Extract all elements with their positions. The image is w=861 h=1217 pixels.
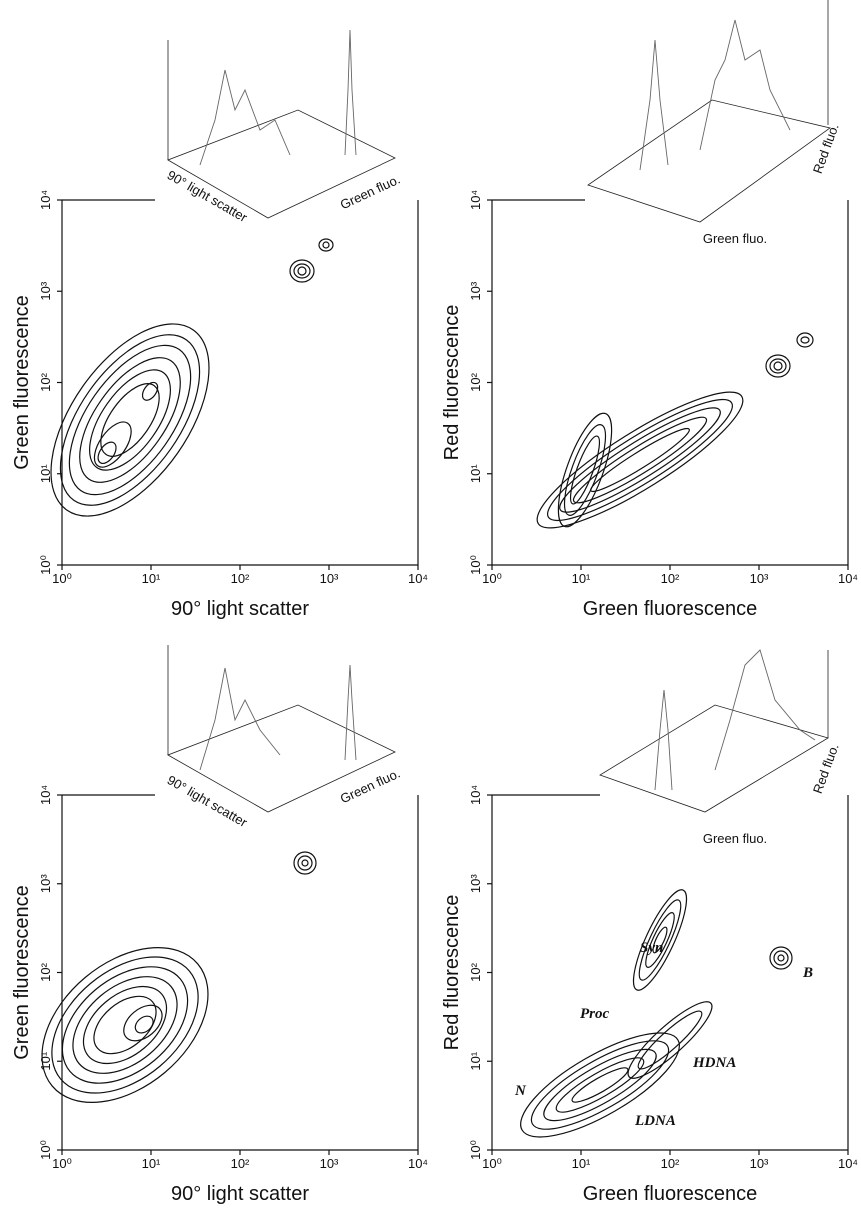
y-tick-label: 10⁰ (468, 555, 483, 575)
contours (41, 238, 814, 1138)
x-axis-label: Green fluorescence (583, 598, 758, 620)
x-axis-label: Green fluorescence (583, 1183, 758, 1205)
x-tick-label: 10⁰ (482, 571, 502, 586)
x-tick-label: 10⁰ (482, 1156, 502, 1171)
x-tick-label: 10³ (320, 571, 339, 586)
x-tick-label: 10⁴ (408, 1156, 428, 1171)
y-tick-label: 10¹ (468, 1051, 483, 1070)
y-tick-label: 10³ (468, 281, 483, 300)
x-tick-label: 10² (661, 571, 680, 586)
x-tick-label: 10² (661, 1156, 680, 1171)
y-tick-label: 10² (38, 372, 53, 391)
y-tick-label: 10⁰ (38, 555, 53, 575)
y-tick-label: 10¹ (38, 1051, 53, 1070)
inset-label: Green fluo. (703, 831, 767, 846)
annotation: Proc (580, 1006, 610, 1022)
x-tick-label: 10⁴ (408, 571, 428, 586)
y-tick-label: 10⁴ (468, 785, 483, 805)
x-tick-label: 10³ (750, 571, 769, 586)
annotation: Syn (640, 940, 663, 956)
annotation: B (802, 965, 813, 981)
x-tick-label: 10³ (320, 1156, 339, 1171)
y-axis-label: Red fluorescence (441, 305, 463, 461)
y-tick-label: 10⁰ (38, 1140, 53, 1160)
annotation: LDNA (634, 1113, 676, 1129)
y-tick-label: 10³ (468, 874, 483, 893)
annotation: HDNA (692, 1055, 736, 1071)
x-axis-label: 90° light scatter (171, 598, 309, 620)
x-tick-label: 10¹ (572, 571, 591, 586)
y-axis-label: Green fluorescence (11, 885, 33, 1060)
inset-grids (167, 0, 831, 813)
y-tick-label: 10⁴ (468, 190, 483, 210)
y-axis-label: Red fluorescence (441, 895, 463, 1051)
x-tick-label: 10⁰ (52, 1156, 72, 1171)
x-tick-label: 10⁴ (838, 1156, 858, 1171)
inset-label: 90° light scatter (165, 167, 251, 225)
y-tick-label: 10³ (38, 281, 53, 300)
inset-label: Green fluo. (703, 231, 767, 246)
y-tick-label: 10¹ (38, 464, 53, 483)
inset-label: Red fluo. (810, 741, 842, 795)
y-tick-label: 10² (468, 962, 483, 981)
x-tick-label: 10⁴ (838, 571, 858, 586)
y-tick-label: 10⁰ (468, 1140, 483, 1160)
y-axis-label: Green fluorescence (11, 295, 33, 470)
inset-label: Green fluo. (338, 766, 403, 807)
inset-label: Green fluo. (338, 172, 403, 213)
annotation: N (514, 1083, 527, 1099)
inset-label: Red fluo. (810, 121, 842, 175)
x-tick-label: 10² (231, 571, 250, 586)
y-tick-label: 10⁴ (38, 190, 53, 210)
x-tick-label: 10² (231, 1156, 250, 1171)
inset-peaks (199, 19, 816, 791)
x-tick-label: 10¹ (142, 571, 161, 586)
x-tick-label: 10³ (750, 1156, 769, 1171)
y-tick-label: 10⁴ (38, 785, 53, 805)
y-tick-label: 10² (38, 962, 53, 981)
x-tick-label: 10¹ (142, 1156, 161, 1171)
y-tick-label: 10² (468, 372, 483, 391)
y-tick-label: 10¹ (468, 464, 483, 483)
x-axis-label: 90° light scatter (171, 1183, 309, 1205)
x-tick-label: 10⁰ (52, 571, 72, 586)
inset-label: 90° light scatter (165, 772, 251, 830)
x-tick-label: 10¹ (572, 1156, 591, 1171)
y-tick-label: 10³ (38, 874, 53, 893)
